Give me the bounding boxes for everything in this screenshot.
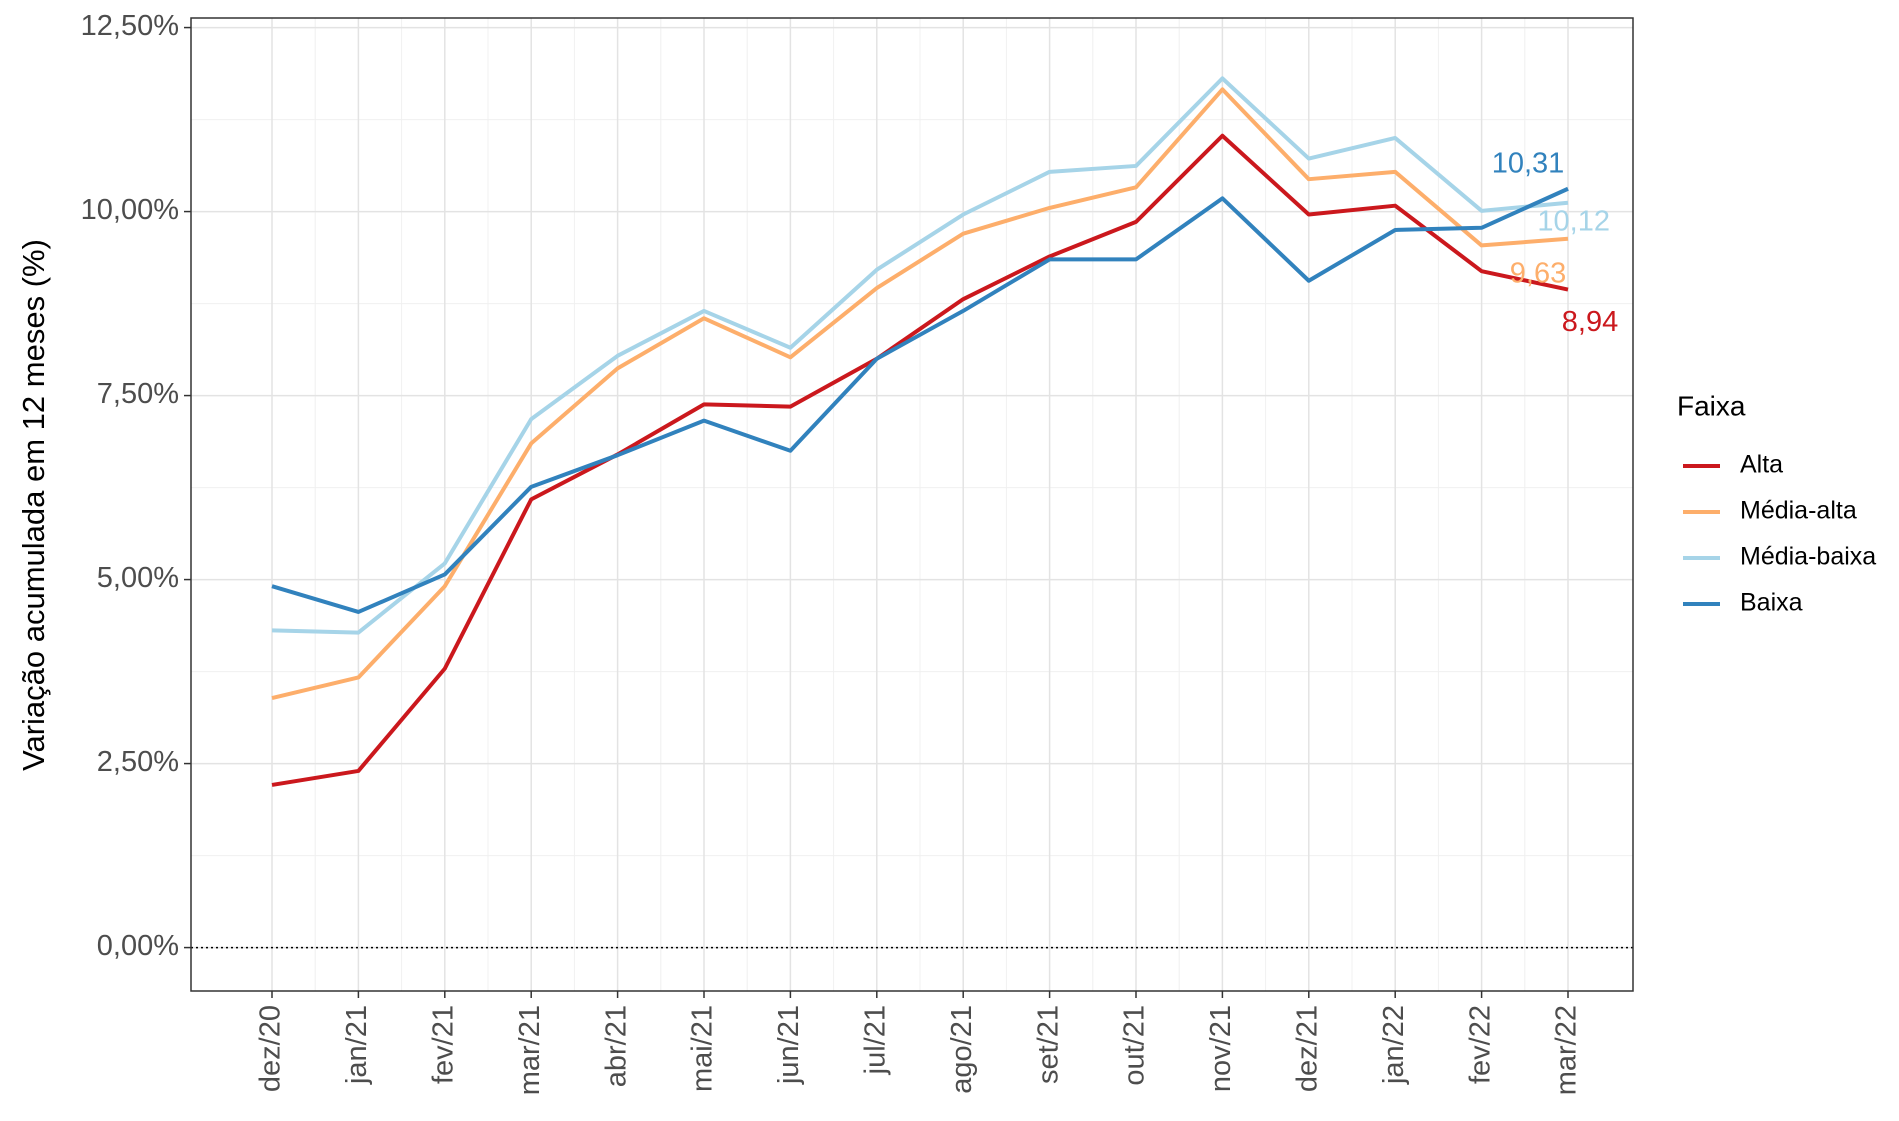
y-tick-label: 7,50% <box>97 378 179 410</box>
x-tick-label: dez/20 <box>255 1005 287 1092</box>
legend-label: Alta <box>1740 451 1783 479</box>
x-tick-label: mar/22 <box>1551 1005 1583 1095</box>
x-tick-label: mai/21 <box>687 1005 719 1092</box>
series-line <box>271 87 1569 701</box>
series-line <box>271 186 1569 614</box>
panel-border <box>190 17 1634 992</box>
x-tick-label: mar/21 <box>514 1005 546 1095</box>
series-line <box>271 133 1569 787</box>
value-label: 10,31 <box>1492 147 1565 179</box>
x-tick-label: jan/22 <box>1378 1005 1410 1085</box>
x-tick-label: out/21 <box>1119 1005 1151 1086</box>
y-tick-label: 2,50% <box>97 746 179 778</box>
legend-title: Faixa <box>1677 390 1746 421</box>
value-label: 8,94 <box>1562 306 1618 338</box>
x-tick-label: fev/21 <box>427 1005 459 1084</box>
series-line <box>271 76 1569 635</box>
x-tick-label: fev/22 <box>1464 1005 1496 1084</box>
y-tick-label: 12,50% <box>81 10 179 42</box>
legend-label: Média-baixa <box>1740 543 1876 571</box>
x-tick-label: dez/21 <box>1291 1005 1323 1092</box>
x-tick-label: abr/21 <box>600 1005 632 1087</box>
x-tick-label: jul/21 <box>859 1005 891 1075</box>
x-tick-label: jun/21 <box>773 1005 805 1085</box>
y-axis-title: Variação acumulada em 12 meses (%) <box>16 239 51 771</box>
x-tick-label: set/21 <box>1032 1005 1064 1084</box>
y-tick-label: 5,00% <box>97 562 179 594</box>
x-tick-label: jan/21 <box>341 1005 373 1085</box>
x-tick-label: ago/21 <box>946 1005 978 1094</box>
y-tick-label: 0,00% <box>97 930 179 962</box>
legend-label: Média-alta <box>1740 497 1857 525</box>
y-tick-label: 10,00% <box>81 194 179 226</box>
value-label: 10,12 <box>1537 205 1610 237</box>
value-label: 9,63 <box>1510 257 1566 289</box>
x-tick-label: nov/21 <box>1205 1005 1237 1092</box>
legend-label: Baixa <box>1740 589 1803 617</box>
